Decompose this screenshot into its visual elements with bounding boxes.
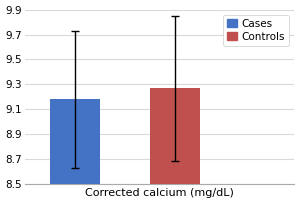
Legend: Cases, Controls: Cases, Controls — [223, 15, 289, 46]
Bar — [50, 99, 100, 204]
X-axis label: Corrected calcium (mg/dL): Corrected calcium (mg/dL) — [85, 188, 234, 198]
Bar — [150, 88, 200, 204]
